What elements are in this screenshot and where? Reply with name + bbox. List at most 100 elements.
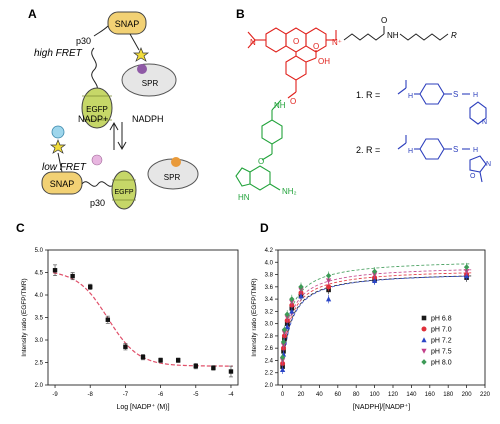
- compound-2-structure: [397, 135, 487, 183]
- atom-oh: OH: [318, 57, 330, 66]
- snap-tag-low: [41, 171, 83, 195]
- data-point: [371, 268, 378, 275]
- data-point: [281, 326, 288, 333]
- bond: [247, 31, 256, 41]
- y-tick-label: 2.8: [265, 334, 274, 340]
- legend-marker: [421, 315, 427, 321]
- low-fret-label: low FRET: [42, 162, 87, 173]
- y-tick-label: 3.0: [265, 322, 274, 328]
- y-tick-label: 2.5: [35, 361, 44, 367]
- bond: [269, 183, 281, 191]
- x-axis-title: Log [NADP⁺ (M)]: [116, 403, 169, 411]
- arrow-up-head: [109, 121, 119, 131]
- egfp-high: [81, 87, 113, 129]
- atom-o-c2: O: [470, 173, 476, 180]
- p30-linker-high: [93, 25, 109, 37]
- data-point: [372, 277, 378, 283]
- x-axis-title: [NADPH]/[NADP⁺]: [353, 403, 410, 411]
- linker-high: [91, 47, 98, 93]
- data-point: [463, 264, 470, 271]
- data-point: [325, 272, 332, 279]
- cofactor-bound: [137, 64, 147, 74]
- data-point: [298, 293, 304, 299]
- imidazole-ring: [235, 167, 251, 187]
- spr-high: [121, 63, 177, 97]
- legend-marker: [421, 337, 427, 343]
- x-tick-label: -6: [158, 392, 164, 398]
- egfp-label-high: EGFP: [86, 105, 108, 114]
- y-tick-label: 2.0: [265, 383, 274, 389]
- data-point: [279, 354, 286, 361]
- x-tick-label: 80: [353, 392, 360, 398]
- p30-label-high: p30: [76, 36, 91, 46]
- data-point: [175, 358, 181, 363]
- fluorophore-star-low: [49, 139, 67, 154]
- high-fret-label: high FRET: [34, 48, 83, 59]
- y-tick-label: 3.0: [35, 338, 44, 344]
- egfp-label-low: EGFP: [114, 189, 133, 196]
- data-point: [280, 366, 286, 372]
- data-point: [326, 284, 332, 290]
- atom-nh2-bg: NH₂: [282, 187, 297, 196]
- x-tick-label: -9: [52, 392, 58, 398]
- atom-hn-bg: HN: [238, 193, 250, 202]
- egfp-low: [111, 170, 137, 210]
- data-point: [326, 296, 332, 302]
- panel-b-label: B: [236, 7, 245, 21]
- x-tick-label: -5: [193, 392, 199, 398]
- data-point: [123, 344, 128, 349]
- data-point: [193, 363, 198, 369]
- panel-b: B N O N⁺ O OH O O: [235, 7, 491, 202]
- atom-o-bridge: O: [293, 37, 299, 46]
- pyridine-ring: [469, 101, 487, 125]
- nadp-molecule: [91, 154, 103, 166]
- compound-2-label: 2. R =: [356, 145, 380, 155]
- fit-curve: [282, 263, 472, 358]
- benzoate-ring: [285, 55, 307, 81]
- panel-c: C -9 -8 -7 -6 -5 -4 2.0 2.5 3.0 3.5 4.0 4.5 5.0 Log […: [16, 221, 239, 411]
- panel-d-label: D: [260, 221, 269, 235]
- y-tick-label: 3.2: [265, 309, 274, 315]
- data-point: [105, 317, 111, 322]
- data-point: [289, 296, 295, 302]
- r-group-label: R: [451, 31, 457, 40]
- methyl: [479, 171, 483, 183]
- compound-1-structure: [397, 80, 487, 125]
- data-point: [88, 284, 93, 290]
- data-point: [284, 323, 290, 330]
- atom-o-acid: O: [313, 42, 319, 51]
- fit-curve: [282, 272, 472, 364]
- data-point: [284, 311, 290, 318]
- star-tether-low: [57, 152, 63, 173]
- y-tick-label: 2.6: [265, 346, 274, 352]
- phenyl-ring-2: [419, 138, 445, 160]
- atom-o-amide: O: [290, 97, 296, 106]
- bond: [305, 57, 317, 63]
- cofactor-bound-low: [171, 157, 181, 167]
- y-tick-label: 4.0: [265, 260, 274, 266]
- atom-n-left: N: [250, 38, 256, 47]
- panel-d: D 0 20 40 60 80 100 120 140 160 180 200 220 2.0 2.2 2.…: [251, 221, 491, 411]
- atom-nh-linker: NH: [387, 31, 399, 40]
- low-fret-complex: SNAP p30 EGFP SPR: [41, 125, 199, 210]
- legend-label: pH 7.0: [431, 327, 452, 334]
- fit-curve: [282, 269, 472, 361]
- x-tick-label: -8: [88, 392, 94, 398]
- y-tick-label: 2.0: [35, 383, 44, 389]
- atom-n-c2: N: [486, 161, 491, 168]
- atom-o-bg: O: [258, 157, 264, 166]
- compound-1-label: 1. R =: [356, 90, 380, 100]
- atom-s-c1: S: [453, 90, 458, 99]
- data-point: [326, 278, 332, 284]
- atom-n-plus: N⁺: [332, 38, 342, 47]
- legend-label: pH 7.2: [431, 338, 452, 345]
- data-point: [70, 273, 75, 279]
- xanthene-ring-left: [265, 27, 287, 53]
- linker-low: [81, 181, 115, 187]
- bond: [397, 142, 407, 150]
- y-axis-title: Intensity ratio (EGFP/TMR): [21, 278, 28, 356]
- atom-s-c2: S: [453, 145, 458, 154]
- atom-nh-c1: H: [408, 93, 413, 100]
- atom-h-c2: H: [473, 147, 478, 154]
- x-tick-label: 0: [281, 392, 285, 398]
